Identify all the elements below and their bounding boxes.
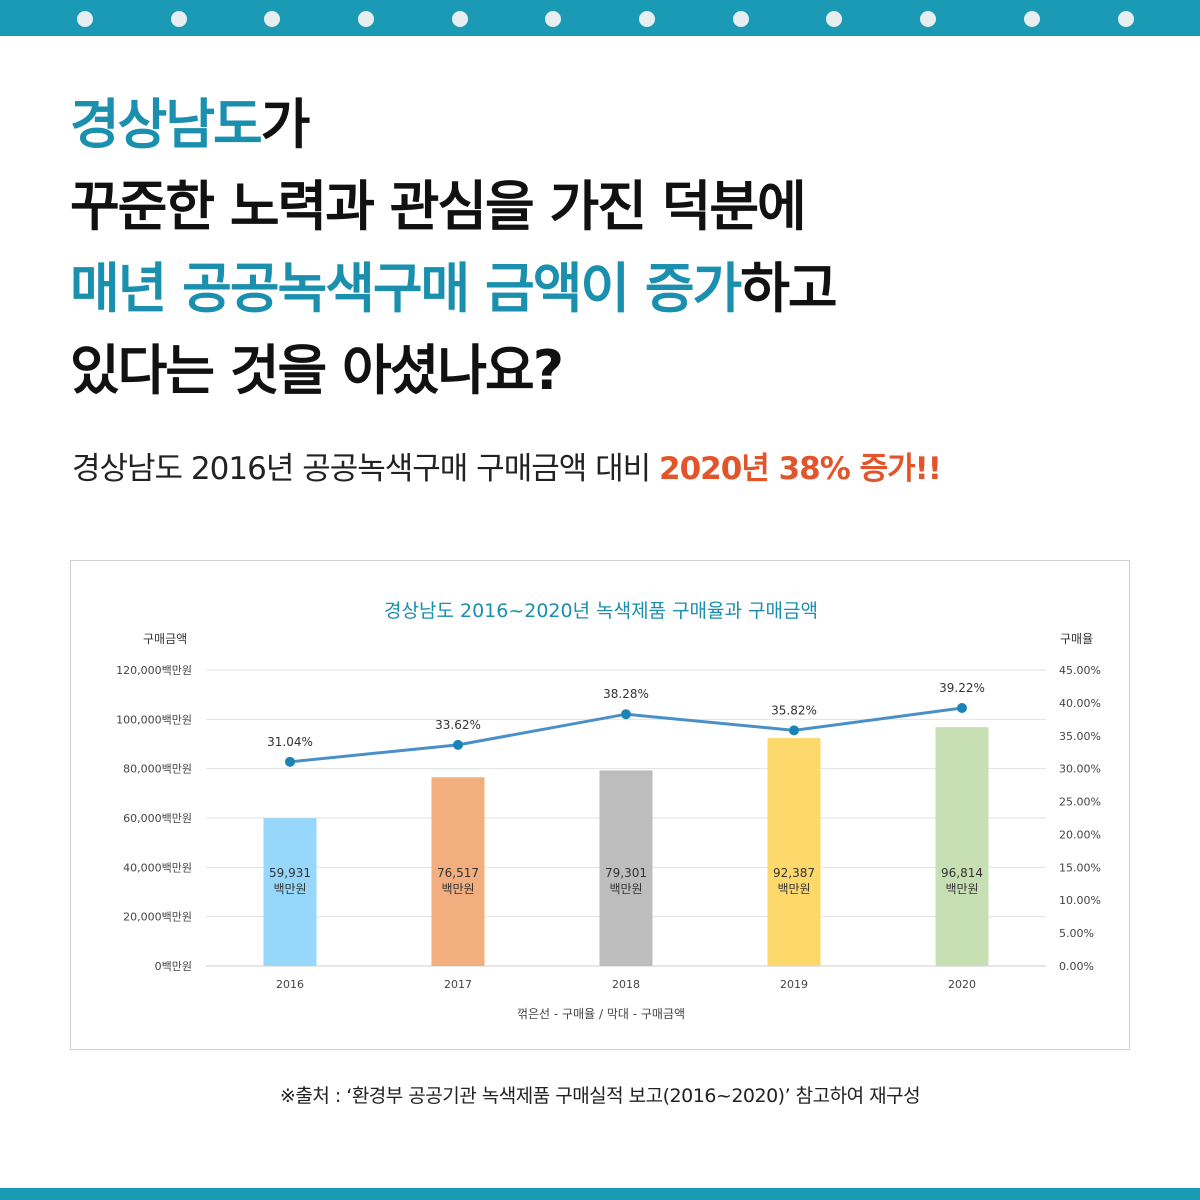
source-note: ※출처 : ‘환경부 공공기관 녹색제품 구매실적 보고(2016~2020)’… [279, 1085, 921, 1107]
headline-line-1: 경상남도가 [70, 84, 1150, 166]
line-point [621, 709, 631, 720]
decoration-dot [77, 11, 93, 27]
line-value-label: 31.04% [267, 735, 313, 749]
bar-value-label: 76,517 [437, 866, 479, 880]
y2-tick-label: 10.00% [1059, 894, 1101, 907]
line-value-label: 39.22% [939, 681, 985, 695]
top-decoration-bar [0, 0, 1200, 36]
bar-value-label: 79,301 [605, 866, 647, 880]
x-tick-label: 2017 [444, 978, 472, 991]
y2-tick-label: 35.00% [1059, 730, 1101, 743]
decoration-dot [826, 11, 842, 27]
x-tick-label: 2018 [612, 978, 640, 991]
y-tick-label: 120,000백만원 [116, 664, 192, 677]
decoration-dot [1024, 11, 1040, 27]
bar-unit-label: 백만원 [609, 882, 642, 896]
bar-unit-label: 백만원 [945, 882, 978, 896]
decoration-dot [452, 11, 468, 27]
y-tick-label: 80,000백만원 [123, 763, 192, 776]
decoration-dot [545, 11, 561, 27]
chart-legend-note: 꺾은선 - 구매율 / 막대 - 구매금액 [517, 1007, 685, 1021]
line-point [957, 703, 967, 714]
bar [263, 818, 317, 966]
y-tick-label: 40,000백만원 [123, 861, 192, 874]
headline: 경상남도가 꾸준한 노력과 관심을 가진 덕분에 매년 공공녹색구매 금액이 증… [70, 84, 1150, 412]
bar [767, 738, 821, 966]
subtitle-accent: 2020년 38% 증가!! [659, 451, 942, 487]
bottom-decoration-bar [0, 1188, 1200, 1200]
y-tick-label: 60,000백만원 [123, 812, 192, 825]
subtitle: 경상남도 2016년 공공녹색구매 구매금액 대비 2020년 38% 증가!! [72, 443, 942, 488]
headline-text: 가 [260, 93, 311, 156]
y-tick-label: 0백만원 [155, 960, 192, 973]
headline-highlight: 경상남도 [70, 93, 263, 156]
headline-text: 하고 [740, 257, 837, 320]
y-tick-label: 100,000백만원 [116, 713, 192, 726]
bar [935, 727, 989, 966]
y2-axis-title: 구매율 [1060, 632, 1093, 646]
line-point [285, 756, 295, 767]
line-value-label: 38.28% [603, 687, 649, 701]
y2-tick-label: 40.00% [1059, 697, 1101, 710]
bar-value-label: 59,931 [269, 866, 311, 880]
bar [599, 770, 653, 966]
y2-tick-label: 15.00% [1059, 861, 1101, 874]
headline-line-3: 매년 공공녹색구매 금액이 증가하고 [70, 248, 1150, 330]
decoration-dot [358, 11, 374, 27]
x-tick-label: 2020 [948, 978, 976, 991]
bar-value-label: 92,387 [773, 866, 815, 880]
y-axis-title: 구매금액 [143, 632, 187, 646]
y2-tick-label: 0.00% [1059, 960, 1094, 973]
decoration-dot [264, 11, 280, 27]
line-value-label: 33.62% [435, 718, 481, 732]
y2-tick-label: 45.00% [1059, 664, 1101, 677]
y2-tick-label: 30.00% [1059, 763, 1101, 776]
subtitle-text: 경상남도 2016년 공공녹색구매 구매금액 대비 [72, 451, 660, 487]
decoration-dot [639, 11, 655, 27]
line-value-label: 35.82% [771, 703, 817, 717]
line-point [789, 725, 799, 736]
decoration-dot [920, 11, 936, 27]
headline-highlight: 매년 공공녹색구매 금액이 증가 [70, 257, 742, 320]
line-point [453, 739, 463, 750]
decoration-dot [1118, 11, 1134, 27]
headline-line-2: 꾸준한 노력과 관심을 가진 덕분에 [70, 175, 807, 238]
bar-unit-label: 백만원 [777, 882, 810, 896]
y2-tick-label: 20.00% [1059, 828, 1101, 841]
bar-unit-label: 백만원 [273, 882, 306, 896]
y2-tick-label: 25.00% [1059, 796, 1101, 809]
x-tick-label: 2019 [780, 978, 808, 991]
decoration-dot [733, 11, 749, 27]
y2-tick-label: 5.00% [1059, 927, 1094, 940]
chart-title: 경상남도 2016~2020년 녹색제품 구매율과 구매금액 [384, 600, 818, 622]
bar-unit-label: 백만원 [441, 882, 474, 896]
headline-line-4: 있다는 것을 아셨나요? [70, 339, 564, 402]
bar-value-label: 96,814 [941, 866, 983, 880]
x-tick-label: 2016 [276, 978, 304, 991]
decoration-dot [171, 11, 187, 27]
y-tick-label: 20,000백만원 [123, 911, 192, 924]
bar [431, 777, 485, 966]
